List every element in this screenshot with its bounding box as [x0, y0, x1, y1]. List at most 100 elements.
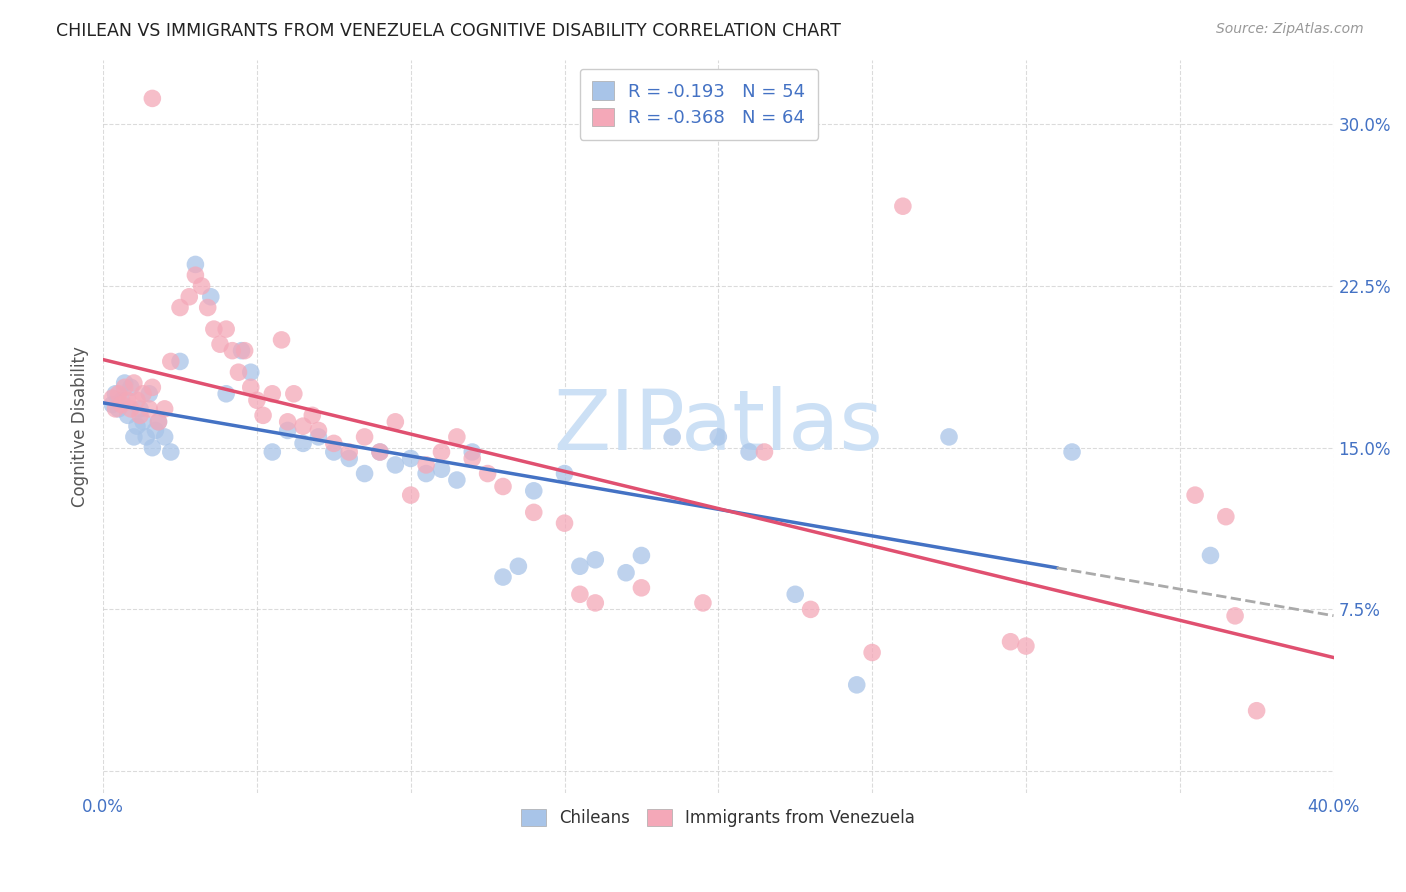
Point: [252, 409, 274, 423]
Point: [415, 458, 437, 472]
Point: [125, 393, 148, 408]
Point: [231, 343, 253, 358]
Point: [568, 587, 591, 601]
Point: [101, 391, 124, 405]
Point: [270, 333, 292, 347]
Point: [415, 467, 437, 481]
Point: [661, 430, 683, 444]
Point: [138, 386, 160, 401]
Point: [1000, 634, 1022, 648]
Point: [120, 380, 142, 394]
Point: [104, 401, 127, 416]
Point: [568, 559, 591, 574]
Point: [233, 343, 256, 358]
Point: [301, 409, 323, 423]
Point: [523, 505, 546, 519]
Point: [228, 365, 250, 379]
Point: [153, 430, 176, 444]
Point: [208, 337, 231, 351]
Point: [215, 322, 238, 336]
Point: [583, 553, 606, 567]
Point: [1199, 549, 1222, 563]
Point: [129, 401, 152, 416]
Point: [630, 549, 652, 563]
Point: [583, 596, 606, 610]
Point: [1215, 509, 1237, 524]
Point: [292, 436, 315, 450]
Point: [1246, 704, 1268, 718]
Y-axis label: Cognitive Disability: Cognitive Disability: [72, 346, 89, 507]
Point: [554, 516, 576, 530]
Point: [523, 483, 546, 498]
Point: [353, 467, 375, 481]
Text: Source: ZipAtlas.com: Source: ZipAtlas.com: [1216, 22, 1364, 37]
Point: [184, 268, 207, 283]
Point: [754, 445, 776, 459]
Point: [179, 290, 201, 304]
Point: [141, 441, 163, 455]
Point: [785, 587, 807, 601]
Point: [148, 415, 170, 429]
Point: [117, 409, 139, 423]
Point: [1223, 608, 1246, 623]
Point: [122, 430, 145, 444]
Point: [107, 401, 129, 416]
Point: [262, 386, 284, 401]
Point: [184, 257, 207, 271]
Point: [169, 354, 191, 368]
Point: [262, 445, 284, 459]
Point: [114, 380, 136, 394]
Point: [277, 424, 299, 438]
Legend: Chileans, Immigrants from Venezuela: Chileans, Immigrants from Venezuela: [513, 801, 924, 836]
Point: [492, 479, 515, 493]
Point: [104, 386, 127, 401]
Point: [141, 91, 163, 105]
Point: [122, 376, 145, 390]
Point: [461, 451, 484, 466]
Point: [307, 430, 329, 444]
Point: [138, 401, 160, 416]
Point: [368, 445, 391, 459]
Point: [159, 445, 181, 459]
Point: [399, 451, 422, 466]
Point: [107, 386, 129, 401]
Point: [492, 570, 515, 584]
Point: [384, 415, 406, 429]
Point: [353, 430, 375, 444]
Point: [110, 398, 132, 412]
Point: [239, 380, 262, 394]
Point: [891, 199, 914, 213]
Point: [141, 380, 163, 394]
Point: [101, 398, 124, 412]
Point: [114, 376, 136, 390]
Point: [800, 602, 823, 616]
Point: [132, 386, 155, 401]
Point: [135, 430, 157, 444]
Point: [368, 445, 391, 459]
Point: [477, 467, 499, 481]
Point: [337, 445, 360, 459]
Point: [120, 401, 142, 416]
Point: [614, 566, 637, 580]
Point: [845, 678, 868, 692]
Text: CHILEAN VS IMMIGRANTS FROM VENEZUELA COGNITIVE DISABILITY CORRELATION CHART: CHILEAN VS IMMIGRANTS FROM VENEZUELA COG…: [56, 22, 841, 40]
Point: [554, 467, 576, 481]
Point: [1015, 639, 1038, 653]
Point: [307, 424, 329, 438]
Point: [630, 581, 652, 595]
Point: [1060, 445, 1083, 459]
Point: [215, 386, 238, 401]
Point: [446, 430, 468, 444]
Point: [148, 415, 170, 429]
Point: [692, 596, 714, 610]
Point: [202, 322, 225, 336]
Point: [277, 415, 299, 429]
Point: [938, 430, 960, 444]
Point: [246, 393, 269, 408]
Point: [508, 559, 530, 574]
Point: [292, 419, 315, 434]
Point: [132, 415, 155, 429]
Point: [145, 424, 167, 438]
Point: [117, 393, 139, 408]
Point: [200, 290, 222, 304]
